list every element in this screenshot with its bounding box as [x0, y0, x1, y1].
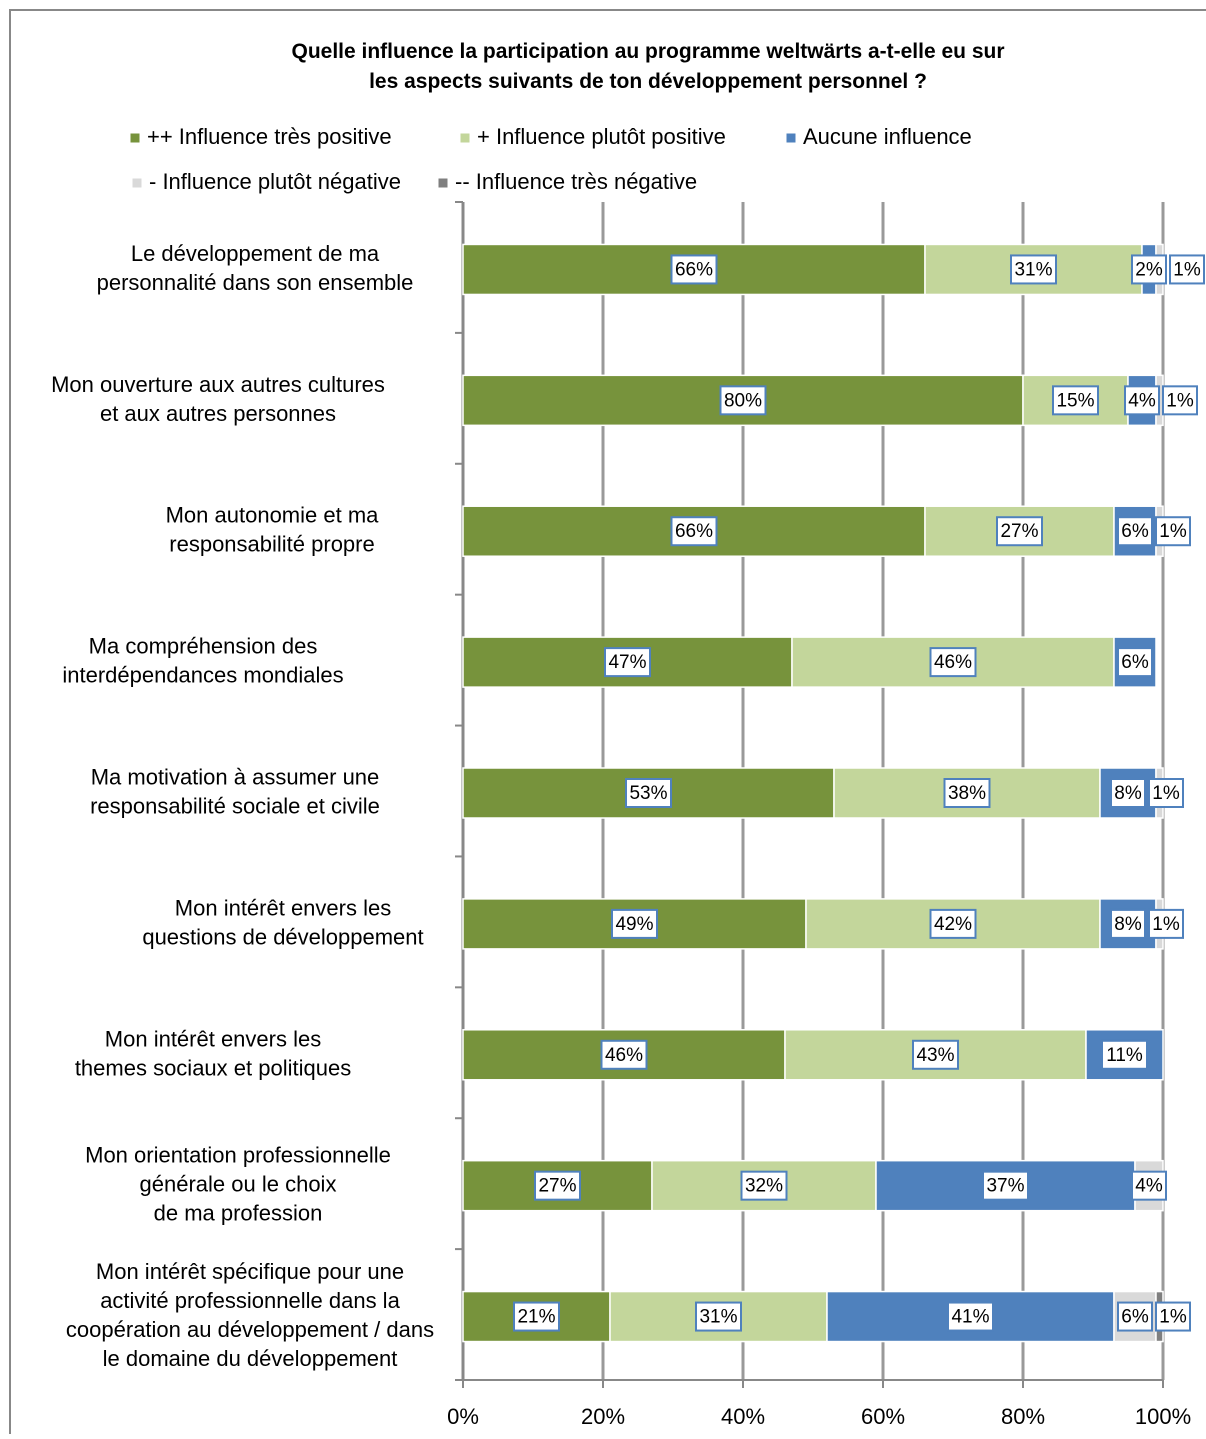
legend-label: ++ Influence très positive	[147, 124, 392, 149]
data-label: 1%	[1152, 914, 1180, 935]
data-label-box	[1010, 254, 1057, 285]
legend-swatch	[459, 132, 471, 144]
data-label-box	[947, 1301, 994, 1332]
data-label-box	[1148, 908, 1184, 939]
data-label-box	[513, 1301, 560, 1332]
data-label-box	[1110, 908, 1146, 939]
data-label: 41%	[951, 1307, 989, 1328]
legend-swatch	[131, 177, 143, 189]
data-label: 31%	[1014, 259, 1052, 280]
data-label-box	[1155, 516, 1191, 547]
data-label-box	[1117, 516, 1153, 547]
data-label: 66%	[675, 259, 713, 280]
data-label: 1%	[1159, 1307, 1187, 1328]
data-label-box	[670, 516, 718, 547]
data-label-box	[929, 908, 977, 939]
data-label-box	[719, 385, 767, 416]
data-label-box	[1131, 1170, 1167, 1201]
legend-swatch	[129, 132, 141, 144]
data-label: 46%	[605, 1045, 643, 1066]
data-label-box	[982, 1170, 1029, 1201]
data-label-box	[740, 1170, 788, 1201]
data-label-box	[912, 1039, 959, 1070]
data-label: 49%	[615, 914, 653, 935]
data-label-box	[1162, 385, 1198, 416]
data-label-box	[670, 254, 718, 285]
category-label: Le développement de ma personnalité dans …	[97, 241, 414, 295]
data-label: 6%	[1121, 652, 1149, 673]
data-label: 1%	[1173, 259, 1201, 280]
legend-label: - Influence plutôt négative	[149, 169, 401, 194]
x-tick-label: 20%	[581, 1404, 625, 1429]
data-label: 2%	[1135, 259, 1163, 280]
category-label: Mon intérêt envers les themes sociaux et …	[75, 1026, 351, 1080]
data-label: 15%	[1056, 390, 1094, 411]
data-label-box	[943, 778, 991, 808]
data-label-box	[1131, 254, 1167, 285]
category-label: Ma compréhension des interdépendances mon…	[62, 633, 343, 687]
category-label: Mon orientation professionnelle générale …	[85, 1142, 391, 1225]
data-label: 38%	[948, 783, 986, 804]
bar-segment	[462, 374, 1024, 427]
data-label-box	[1101, 1039, 1148, 1070]
data-label: 53%	[629, 783, 667, 804]
data-label: 80%	[724, 390, 762, 411]
category-label: Mon ouverture aux autres cultures et aux …	[51, 372, 385, 426]
x-tick-label: 60%	[861, 1404, 905, 1429]
data-label: 8%	[1114, 783, 1142, 804]
data-label: 4%	[1135, 1176, 1163, 1197]
legend-swatch	[785, 132, 797, 144]
data-label: 47%	[608, 652, 646, 673]
data-label-box	[534, 1170, 581, 1201]
category-label: Mon intérêt spécifique pour une activité …	[66, 1259, 434, 1371]
data-label-box	[1124, 385, 1160, 416]
data-label: 37%	[986, 1176, 1024, 1197]
data-label: 6%	[1121, 521, 1149, 542]
category-label: Mon intérêt envers les questions de dével…	[142, 895, 423, 949]
data-label: 11%	[1106, 1045, 1143, 1066]
data-label-box	[1148, 778, 1184, 808]
x-tick-label: 0%	[447, 1404, 479, 1429]
data-label: 31%	[699, 1307, 737, 1328]
data-label: 1%	[1159, 521, 1187, 542]
data-label-box	[600, 1039, 648, 1070]
data-label: 46%	[934, 652, 972, 673]
data-label: 42%	[934, 914, 972, 935]
legend-label: + Influence plutôt positive	[477, 124, 726, 149]
x-tick-label: 80%	[1001, 1404, 1045, 1429]
data-label-box	[1169, 254, 1205, 285]
data-label: 1%	[1152, 783, 1180, 804]
legend-swatch	[437, 177, 449, 189]
chart-title: Quelle influence la participation au pro…	[291, 40, 1004, 93]
data-label-box	[611, 908, 658, 939]
data-label: 6%	[1121, 1307, 1149, 1328]
x-tick-label: 40%	[721, 1404, 765, 1429]
data-label: 66%	[675, 521, 713, 542]
data-label: 27%	[538, 1176, 576, 1197]
data-label: 21%	[517, 1307, 555, 1328]
x-tick-label: 100%	[1135, 1404, 1191, 1429]
data-label-box	[1117, 1301, 1153, 1332]
data-label: 32%	[745, 1176, 783, 1197]
data-label-box	[604, 647, 651, 678]
data-label-box	[1052, 385, 1099, 416]
data-label-box	[996, 516, 1043, 547]
data-label-box	[625, 778, 672, 808]
legend-label: -- Influence très négative	[455, 169, 697, 194]
legend-label: Aucune influence	[803, 124, 972, 149]
category-label: Mon autonomie et ma responsabilité propre	[166, 503, 380, 557]
data-label-box	[695, 1301, 742, 1332]
data-label-box	[929, 647, 977, 678]
data-label: 1%	[1166, 390, 1194, 411]
category-label: Ma motivation à assumer une responsabilit…	[90, 764, 380, 818]
data-label: 4%	[1128, 390, 1156, 411]
data-label-box	[1110, 778, 1146, 808]
data-label-box	[1117, 647, 1153, 678]
data-label-box	[1155, 1301, 1191, 1332]
data-label: 8%	[1114, 914, 1142, 935]
data-label: 43%	[916, 1045, 954, 1066]
data-label: 27%	[1000, 521, 1038, 542]
